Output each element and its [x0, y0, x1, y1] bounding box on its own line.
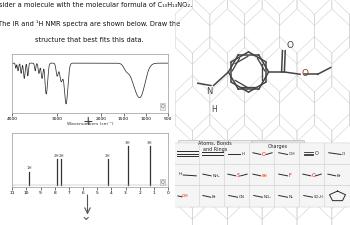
Text: O: O — [312, 173, 315, 178]
Text: N₃: N₃ — [288, 195, 293, 199]
FancyBboxPatch shape — [275, 143, 300, 164]
Text: O: O — [315, 151, 319, 156]
Text: O: O — [287, 40, 294, 50]
Text: Br: Br — [337, 174, 341, 178]
Text: O: O — [301, 69, 308, 78]
FancyBboxPatch shape — [300, 186, 326, 207]
FancyBboxPatch shape — [225, 186, 250, 207]
FancyBboxPatch shape — [300, 143, 326, 164]
Text: Q: Q — [160, 180, 164, 184]
FancyBboxPatch shape — [175, 143, 200, 164]
FancyBboxPatch shape — [225, 143, 250, 164]
FancyBboxPatch shape — [178, 140, 252, 154]
FancyBboxPatch shape — [275, 164, 300, 186]
Text: The IR and ¹H NMR spectra are shown below. Draw the: The IR and ¹H NMR spectra are shown belo… — [0, 20, 180, 27]
Text: O: O — [262, 152, 265, 157]
FancyBboxPatch shape — [252, 140, 304, 154]
Text: 1H: 1H — [27, 166, 32, 171]
X-axis label: Wavenumbers (cm⁻¹): Wavenumbers (cm⁻¹) — [67, 122, 113, 126]
Text: Atoms, Bonds
and Rings: Atoms, Bonds and Rings — [198, 141, 232, 152]
FancyBboxPatch shape — [225, 164, 250, 186]
Text: Charges: Charges — [268, 144, 288, 149]
Text: S: S — [237, 173, 240, 178]
Text: OH: OH — [288, 152, 295, 156]
Text: Q: Q — [160, 104, 164, 109]
FancyBboxPatch shape — [199, 164, 225, 186]
Text: H: H — [241, 152, 244, 156]
Text: 2H: 2H — [105, 153, 111, 158]
FancyBboxPatch shape — [275, 186, 300, 207]
FancyBboxPatch shape — [325, 186, 350, 207]
Text: OH: OH — [182, 194, 189, 198]
Text: NO₂: NO₂ — [263, 195, 271, 199]
Text: 3H: 3H — [125, 141, 131, 145]
FancyBboxPatch shape — [175, 186, 200, 207]
Text: N: N — [206, 87, 213, 96]
FancyBboxPatch shape — [250, 143, 275, 164]
FancyBboxPatch shape — [175, 164, 200, 186]
Text: 2H: 2H — [58, 153, 64, 158]
Text: CN: CN — [238, 195, 244, 199]
FancyBboxPatch shape — [250, 164, 275, 186]
Text: 2H: 2H — [54, 153, 60, 158]
Text: Consider a molecule with the molecular formula of C₁₀H₁₃NO₂.: Consider a molecule with the molecular f… — [0, 2, 193, 8]
Text: structure that best fits this data.: structure that best fits this data. — [35, 37, 144, 43]
Text: SO₃H: SO₃H — [313, 195, 323, 199]
Text: H: H — [179, 172, 182, 176]
FancyBboxPatch shape — [325, 164, 350, 186]
FancyBboxPatch shape — [199, 186, 225, 207]
Text: ⌄: ⌄ — [80, 209, 91, 223]
Text: Cl: Cl — [342, 152, 346, 156]
FancyBboxPatch shape — [325, 143, 350, 164]
Text: 3H: 3H — [147, 141, 152, 145]
FancyBboxPatch shape — [250, 186, 275, 207]
Text: NH₂: NH₂ — [212, 174, 220, 178]
FancyBboxPatch shape — [199, 143, 225, 164]
Text: F: F — [288, 173, 291, 178]
FancyBboxPatch shape — [300, 164, 326, 186]
Text: SH: SH — [262, 174, 267, 178]
Text: H: H — [211, 105, 217, 114]
Text: Br: Br — [212, 195, 216, 199]
Text: +: + — [82, 115, 93, 128]
